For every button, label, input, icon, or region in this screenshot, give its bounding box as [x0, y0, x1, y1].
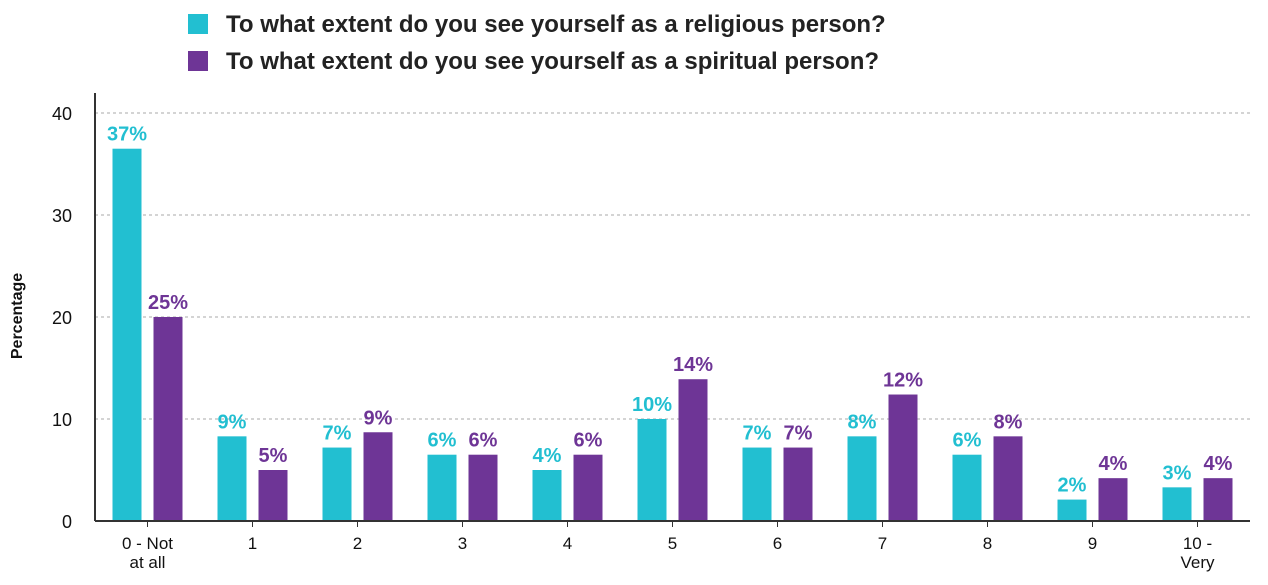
data-label: 9% [218, 411, 247, 433]
bar [217, 436, 247, 521]
data-label: 9% [364, 407, 393, 429]
data-label: 8% [848, 411, 877, 433]
bar [783, 447, 813, 521]
bar [1162, 487, 1192, 521]
bar [952, 454, 982, 521]
legend-swatch [188, 51, 208, 71]
x-tick-label: 7 [878, 534, 887, 553]
y-tick-label: 40 [52, 104, 72, 124]
data-label: 6% [953, 430, 982, 452]
y-axis-ticks: 0 10 20 30 40 [52, 104, 72, 532]
bar [427, 454, 457, 521]
bar [468, 454, 498, 521]
x-tick-label: 6 [773, 534, 782, 553]
legend-swatch [188, 14, 208, 34]
data-label: 14% [673, 354, 713, 376]
x-tick-label: 4 [563, 534, 572, 553]
x-tick-label: 0 - Not at all [122, 534, 173, 572]
data-label: 6% [574, 430, 603, 452]
bar [637, 419, 667, 521]
y-tick-label: 30 [52, 206, 72, 226]
bar [532, 470, 562, 521]
y-tick-label: 0 [62, 512, 72, 532]
x-tick-label: 8 [983, 534, 992, 553]
bars [112, 148, 1233, 521]
y-tick-label: 10 [52, 410, 72, 430]
bar [258, 470, 288, 521]
data-label: 12% [883, 370, 923, 392]
legend-label: To what extent do you see yourself as a … [226, 11, 886, 38]
x-tick-label: 2 [353, 534, 362, 553]
bar [1057, 499, 1087, 521]
bar [112, 148, 142, 521]
data-label: 8% [994, 411, 1023, 433]
bar [1203, 478, 1233, 521]
legend: To what extent do you see yourself as a … [188, 11, 886, 75]
bar [742, 447, 772, 521]
bar [1098, 478, 1128, 521]
data-label: 6% [469, 430, 498, 452]
data-label: 37% [107, 124, 147, 146]
bar [888, 394, 918, 521]
data-label: 3% [1163, 462, 1192, 484]
data-label: 2% [1058, 475, 1087, 497]
y-tick-label: 20 [52, 308, 72, 328]
bar [993, 436, 1023, 521]
data-label: 25% [148, 292, 188, 314]
data-label: 6% [428, 430, 457, 452]
bar [153, 317, 183, 521]
data-label: 4% [533, 445, 562, 467]
data-label: 7% [743, 423, 772, 445]
data-label: 10% [632, 394, 672, 416]
x-axis-ticks: 0 - Not at all 1 2 3 4 5 6 7 8 9 10 -Very [122, 521, 1215, 572]
y-axis-label: Percentage [9, 273, 26, 359]
data-labels: 37% 25% 9% 5% 7% 9% 6% 6% 4% 6% 10%14% 7% 7% 8% 12% 6% 8… [107, 124, 1233, 497]
data-label: 5% [259, 445, 288, 467]
x-tick-label: 3 [458, 534, 467, 553]
x-tick-label: 5 [668, 534, 677, 553]
bar [322, 447, 352, 521]
bar [573, 454, 603, 521]
data-label: 4% [1204, 453, 1233, 475]
legend-label: To what extent do you see yourself as a … [226, 48, 879, 75]
data-label: 7% [323, 423, 352, 445]
bar [678, 379, 708, 521]
x-tick-label: 1 [248, 534, 257, 553]
bar [363, 432, 393, 521]
data-label: 7% [784, 423, 813, 445]
bar [847, 436, 877, 521]
data-label: 4% [1099, 453, 1128, 475]
x-tick-label: 10 -Very [1180, 534, 1215, 572]
gridlines [95, 112, 1250, 420]
x-tick-label: 9 [1088, 534, 1097, 553]
